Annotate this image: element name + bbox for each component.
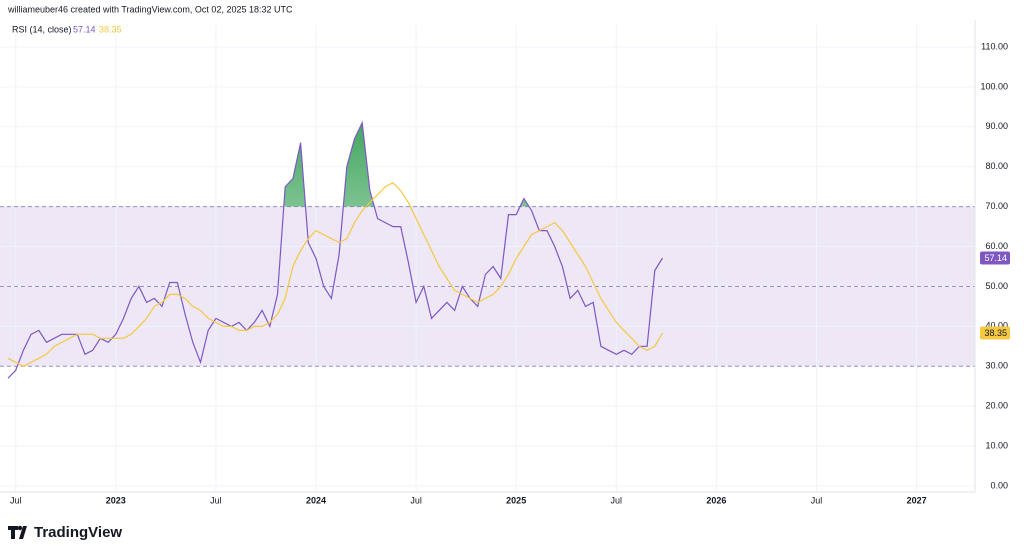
y-tick-label: 10.00 [985,440,1008,450]
legend-value: 57.14 [73,24,96,34]
last-value-label: 38.35 [984,328,1007,338]
y-tick-label: 20.00 [985,401,1008,411]
y-tick-label: 80.00 [985,161,1008,171]
header: williameuber46 created with TradingView.… [7,4,293,14]
x-tick-label: Jul [811,495,823,505]
x-tick-label: Jul [10,495,22,505]
footer-brand: TradingView [34,524,122,541]
x-tick-label: 2027 [907,495,927,505]
x-tick-label: Jul [611,495,623,505]
x-tick-label: 2026 [706,495,726,505]
series-line [7,120,664,379]
x-tick-label: 2023 [106,495,126,505]
last-value-label: 57.14 [984,253,1007,263]
x-tick-label: 2024 [306,495,326,505]
legend-title: RSI (14, close) [12,24,72,34]
y-tick-label: 40.00 [985,321,1008,331]
y-tick-label: 70.00 [985,201,1008,211]
x-tick-label: 2025 [506,495,526,505]
legend-value: 38.35 [99,24,122,34]
y-tick-label: 100.00 [980,81,1008,91]
plot [0,20,976,493]
y-tick-label: 90.00 [985,121,1008,131]
logo [8,525,27,539]
y-tick-label: 0.00 [990,480,1008,490]
x-tick-label: Jul [410,495,422,505]
x-tick-label: Jul [210,495,222,505]
series-line [7,181,664,367]
y-tick-label: 60.00 [985,241,1008,251]
last-value-box [980,251,1010,265]
last-value-box [980,326,1010,340]
y-tick-label: 30.00 [985,361,1008,371]
y-tick-label: 110.00 [981,41,1008,51]
y-tick-label: 50.00 [985,281,1008,291]
